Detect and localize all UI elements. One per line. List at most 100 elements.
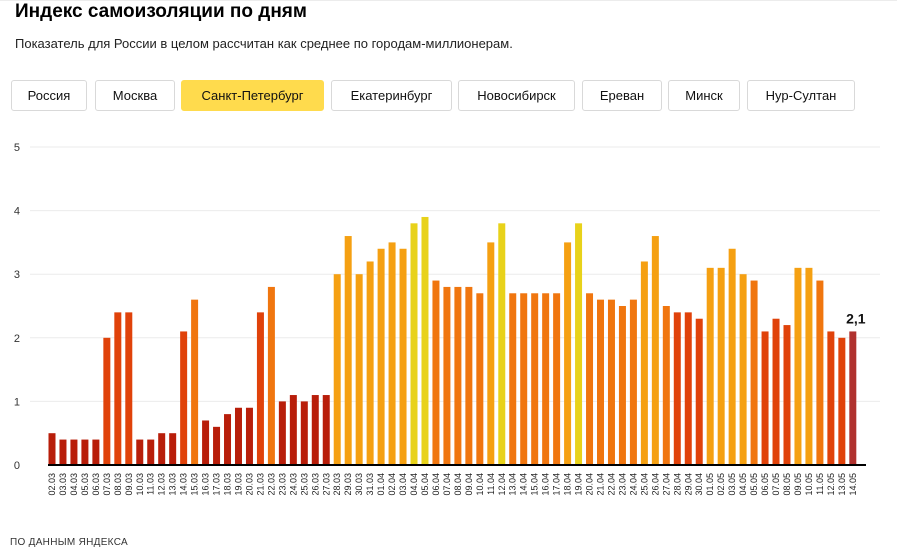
x-tick-label: 01.04 [376,473,386,496]
tab-russia[interactable]: Россия [11,80,87,111]
x-tick-label: 13.03 [168,473,178,496]
x-tick-label: 31.03 [365,473,375,496]
bar [662,306,670,465]
bar [454,286,462,465]
x-tick-label: 16.03 [201,473,211,496]
bar [827,331,835,465]
bar [399,248,407,465]
x-tick-label: 09.04 [464,473,474,496]
source-note: ПО ДАННЫМ ЯНДЕКСА [10,537,128,548]
bar [234,407,242,465]
tab-minsk[interactable]: Минск [668,80,740,111]
bar [728,248,736,465]
x-tick-label: 04.05 [738,473,748,496]
bar [377,248,385,465]
bar [783,325,791,465]
x-tick-label: 07.04 [442,473,452,496]
tab-moscow[interactable]: Москва [95,80,175,111]
bar [520,293,528,465]
bar [509,293,517,465]
bar [322,395,330,465]
bar [542,293,550,465]
x-tick-label: 05.03 [80,473,90,496]
x-tick-label: 06.05 [760,473,770,496]
y-tick-label: 5 [14,142,20,154]
x-tick-label: 24.03 [288,473,298,496]
bar [761,331,769,465]
x-tick-label: 22.03 [266,473,276,496]
tab-nur-sultan[interactable]: Нур-Султан [747,80,855,111]
bar [114,312,122,465]
x-tick-label: 11.04 [486,473,496,495]
bar [586,293,594,465]
bar [180,331,188,465]
bar [618,306,626,465]
bar [388,242,396,465]
x-tick-label: 10.04 [475,473,485,496]
x-tick-label: 03.03 [58,473,68,496]
bar [125,312,133,465]
x-tick-label: 10.05 [804,473,814,496]
bar [476,293,484,465]
x-tick-label: 20.03 [244,473,254,496]
x-tick-label: 04.04 [409,473,419,496]
x-tick-label: 12.05 [826,473,836,496]
bar [202,420,210,465]
bar [629,299,637,465]
x-tick-label: 21.03 [255,473,265,496]
tab-saint-petersburg[interactable]: Санкт-Петербург [181,80,324,111]
bar [333,274,341,465]
tab-novosibirsk[interactable]: Новосибирск [458,80,575,111]
x-tick-label: 08.04 [453,473,463,496]
tab-yekaterinburg[interactable]: Екатеринбург [331,80,452,111]
x-tick-label: 03.05 [727,473,737,496]
bar [838,337,846,465]
bar [717,267,725,465]
bar [169,433,177,465]
bar [739,274,747,465]
bar [158,433,166,465]
bar [651,236,659,465]
bar [289,395,297,465]
x-tick-label: 17.03 [212,473,222,496]
bar [432,280,440,465]
x-tick-label: 05.04 [420,473,430,496]
bar [278,401,286,465]
x-tick-label: 12.03 [157,473,167,496]
bar [849,331,857,465]
bar [410,223,418,465]
bar [805,267,813,465]
x-tick-label: 24.04 [628,473,638,496]
x-tick-label: 02.04 [387,473,397,496]
bar [300,401,308,465]
x-tick-label: 02.03 [47,473,57,496]
bar [640,261,648,465]
x-tick-label: 29.03 [343,473,353,496]
tab-yerevan[interactable]: Ереван [582,80,662,111]
x-tick-label: 30.04 [694,473,704,496]
bar [607,299,615,465]
bar [597,299,604,465]
bar [70,439,78,465]
bar [487,242,495,465]
x-tick-label: 25.04 [639,473,649,496]
bar [421,216,429,465]
bar [673,312,681,465]
bar [81,439,89,465]
x-tick-label: 06.04 [431,473,441,496]
x-tick-label: 21.04 [596,473,606,496]
x-tick-label: 11.03 [146,473,156,495]
x-tick-label: 15.04 [530,473,540,496]
bar [256,312,264,465]
x-tick-label: 12.04 [497,473,507,496]
y-tick-label: 1 [14,396,20,408]
y-tick-label: 0 [14,460,20,472]
x-tick-label: 23.04 [617,473,627,496]
x-tick-label: 15.03 [190,473,200,496]
bar [224,414,232,465]
x-tick-label: 11.05 [815,473,825,495]
x-tick-label: 06.03 [91,473,101,496]
x-tick-label: 14.03 [179,473,189,496]
bar [147,439,155,465]
